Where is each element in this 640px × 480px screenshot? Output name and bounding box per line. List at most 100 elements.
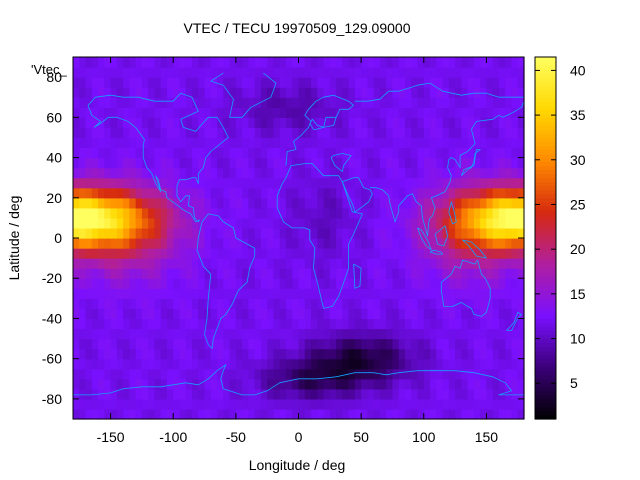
heatmap-cell [73,167,80,179]
heatmap-cell [386,338,394,350]
heatmap-cell [223,177,231,189]
heatmap-cell [417,147,425,159]
heatmap-cell [166,57,174,68]
heatmap-cell [110,217,118,229]
heatmap-cell [323,157,331,169]
heatmap-cell [492,238,500,249]
heatmap-cell [473,217,481,229]
heatmap-cell [492,127,500,139]
heatmap-cell [154,147,162,159]
heatmap-cell [317,137,325,149]
heatmap-cell [91,147,99,159]
heatmap-cell [267,298,275,309]
heatmap-cell [116,358,124,370]
heatmap-cell [179,117,187,128]
heatmap-cell [486,167,494,179]
heatmap-cell [154,278,162,289]
heatmap-cell [285,87,293,98]
heatmap-cell [517,107,525,118]
heatmap-cell [361,217,368,229]
heatmap-cell [467,378,475,390]
heatmap-cell [311,308,318,320]
heatmap-cell [154,137,162,149]
heatmap-cell [235,197,243,209]
heatmap-cell [430,107,437,118]
heatmap-cell [129,268,137,279]
heatmap-cell [354,167,362,179]
heatmap-cell [223,358,231,370]
heatmap-cell [98,87,105,98]
heatmap-cell [430,328,437,340]
heatmap-cell [192,288,199,299]
heatmap-cell [179,368,187,380]
heatmap-cell [386,77,394,88]
heatmap-cell [311,348,318,360]
heatmap-cell [461,318,469,330]
heatmap-cell [85,167,93,179]
heatmap-cell [85,338,93,350]
heatmap-cell [235,288,243,299]
colorbar-segment [535,197,556,203]
heatmap-cell [517,338,525,350]
heatmap-cell [467,368,475,380]
heatmap-cell [448,107,456,118]
heatmap-cell [154,238,162,249]
heatmap-cell [304,368,312,380]
heatmap-cell [311,217,318,229]
heatmap-cell [411,348,419,360]
heatmap-cell [285,268,293,279]
heatmap-cell [129,137,137,149]
heatmap-cell [273,117,281,128]
heatmap-cell [404,308,412,320]
heatmap-cell [361,308,368,320]
heatmap-cell [323,177,331,189]
heatmap-cell [455,77,462,88]
heatmap-cell [517,147,525,159]
heatmap-cell [154,288,162,299]
heatmap-cell [442,187,450,199]
heatmap-cell [423,388,431,400]
heatmap-cell [336,137,343,149]
heatmap-cell [285,388,293,400]
heatmap-cell [166,137,174,149]
heatmap-cell [123,87,130,98]
heatmap-cell [436,87,444,98]
heatmap-cell [273,358,281,370]
heatmap-cell [229,298,237,309]
heatmap-cell [79,197,87,209]
heatmap-cell [404,288,412,299]
heatmap-cell [267,348,275,360]
heatmap-cell [404,67,412,78]
heatmap-cell [505,87,513,98]
heatmap-cell [505,288,513,299]
heatmap-cell [486,398,494,410]
y-tick-label-clipped: 80 [46,69,62,85]
heatmap-cell [373,408,381,420]
heatmap-cell [116,227,124,239]
heatmap-cell [398,137,406,149]
colorbar-segment [535,185,556,191]
heatmap-cell [480,388,488,400]
heatmap-cell [480,107,488,118]
heatmap-cell [210,87,218,98]
heatmap-cell [430,167,437,179]
heatmap-cell [354,398,362,410]
heatmap-cell [285,177,293,189]
heatmap-cell [398,217,406,229]
heatmap-cell [160,368,168,380]
heatmap-cell [342,308,350,320]
heatmap-cell [386,408,394,420]
heatmap-cell [467,328,475,340]
colorbar-segment [535,149,556,155]
heatmap-cell [217,278,224,289]
colorbar-segment [535,366,556,372]
heatmap-cell [179,217,187,229]
heatmap-cell [379,338,387,350]
heatmap-cell [260,117,268,128]
heatmap-cell [166,268,174,279]
heatmap-cell [217,368,224,380]
heatmap-cell [273,408,281,420]
heatmap-cell [430,408,437,420]
heatmap-cell [492,177,500,189]
heatmap-cell [455,137,462,149]
